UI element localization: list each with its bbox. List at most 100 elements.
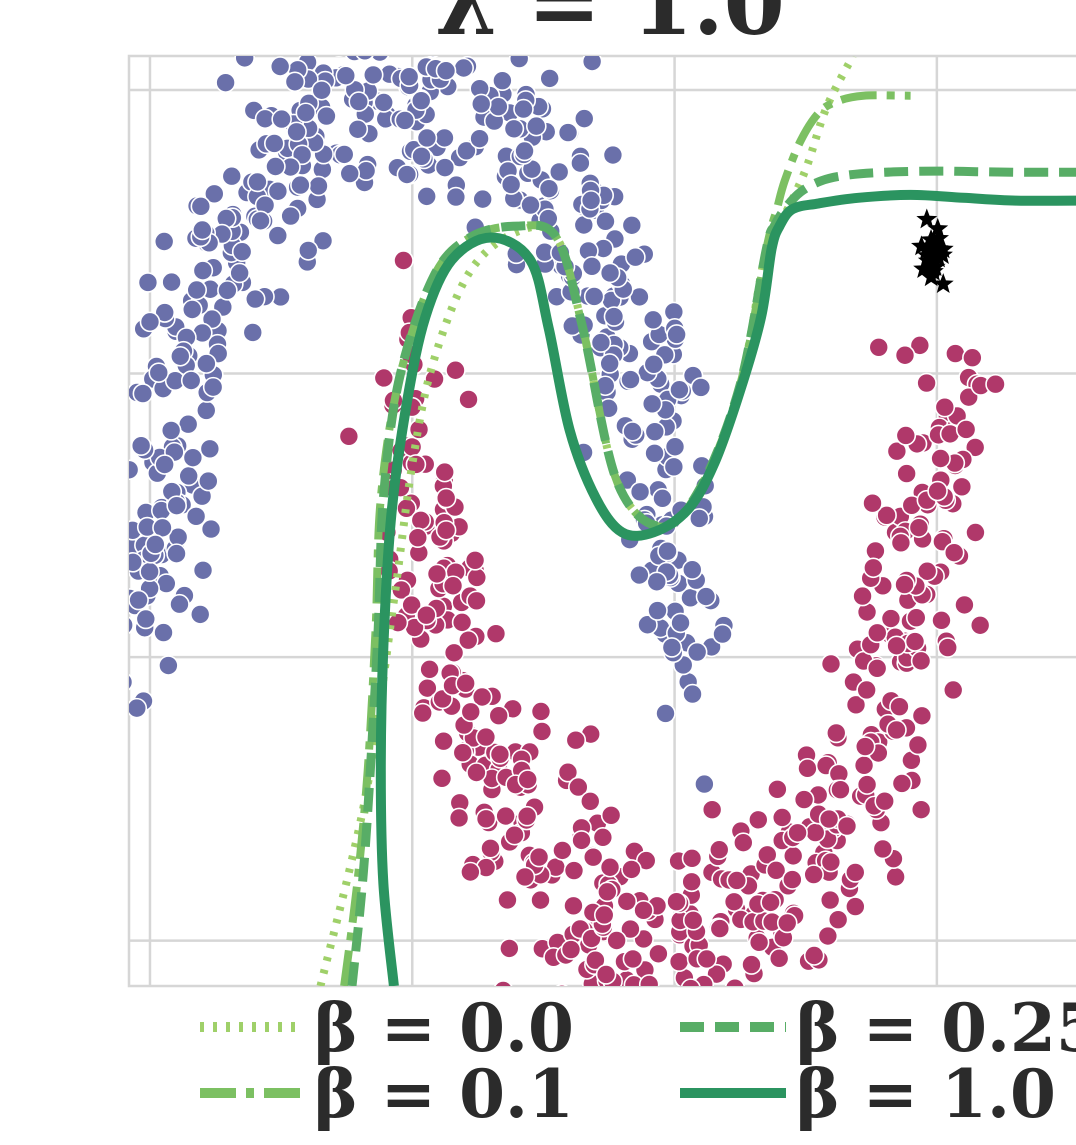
scatter-point-class-0 (666, 324, 687, 345)
scatter-point-class-1 (412, 702, 434, 724)
scatter-point-class-1 (830, 779, 851, 801)
scatter-point-class-1 (445, 359, 466, 381)
scatter-point-class-0 (153, 231, 175, 252)
scatter-point-class-0 (603, 306, 625, 327)
scatter-point-class-0 (308, 175, 329, 197)
scatter-point-class-0 (513, 98, 534, 120)
scatter-point-class-1 (407, 527, 429, 549)
scatter-point-class-0 (250, 210, 271, 232)
scatter-point-class-0 (277, 35, 296, 54)
scatter-point-class-1 (451, 612, 473, 633)
scatter-point-class-0 (196, 353, 217, 374)
scatter-point-class-1 (597, 881, 618, 903)
scatter-point-class-1 (817, 925, 839, 947)
scatter-point-class-1 (499, 938, 520, 959)
target-star-point (920, 229, 942, 249)
scatter-point-class-0 (106, 615, 125, 634)
scatter-point-class-1 (819, 889, 841, 911)
scatter-point-class-1 (905, 607, 927, 629)
scatter-point-class-0 (690, 377, 712, 398)
scatter-point-class-0 (204, 183, 225, 205)
scatter-point-class-1 (886, 440, 908, 462)
legend-label-beta-0-0: β = 0.0 (314, 989, 574, 1067)
scatter-point-class-0 (185, 506, 207, 527)
scatter-point-class-0 (682, 683, 703, 705)
scatter-point-class-1 (517, 769, 539, 790)
decision-boundary-solid-line (375, 189, 1076, 986)
scatter-point-class-1 (965, 522, 986, 543)
scatter-point-class-0 (647, 600, 668, 621)
scatter-point-class-1 (908, 517, 930, 538)
scatter-point-class-0 (548, 161, 570, 183)
scatter-point-class-1 (622, 948, 644, 970)
scatter-point-class-1 (555, 983, 569, 986)
scatter-point-class-1 (927, 480, 948, 502)
scatter-point-class-1 (701, 999, 720, 1018)
scatter-point-class-0 (347, 118, 369, 140)
scatter-point-class-0 (129, 459, 140, 481)
scatter-point-class-1 (391, 579, 412, 601)
decision-boundary-dashed-line (347, 166, 1076, 986)
scatter-point-class-1 (916, 560, 938, 582)
scatter-point-class-1 (458, 389, 479, 410)
target-star-point (928, 227, 949, 248)
scatter-point-class-0 (201, 308, 223, 330)
scatter-point-class-0 (198, 470, 219, 492)
scatter-point-class-0 (217, 280, 238, 301)
scatter-point-class-1 (730, 998, 749, 1017)
scatter-point-class-1 (595, 964, 617, 985)
scatter-point-class-0 (643, 354, 665, 375)
scatter-point-class-1 (585, 949, 606, 971)
scatter-point-class-1 (856, 774, 878, 795)
scatter-point-class-0 (334, 56, 344, 57)
scatter-point-class-0 (269, 56, 291, 77)
scatter-point-class-0 (169, 345, 191, 367)
scatter-point-class-1 (943, 542, 965, 563)
scatter-point-class-1 (443, 642, 465, 664)
scatter-point-class-0 (470, 93, 492, 115)
scatter-point-class-0 (581, 256, 603, 277)
scatter-point-class-1 (434, 461, 456, 483)
scatter-point-class-1 (934, 396, 956, 418)
scatter-point-class-1 (433, 730, 454, 752)
scatter-point-class-0 (190, 196, 212, 217)
scatter-point-class-1 (648, 943, 669, 965)
scatter-point-class-0 (570, 152, 591, 174)
scatter-point-class-1 (681, 871, 702, 893)
scatter-point-class-1 (942, 679, 964, 701)
scatter-point-class-1 (852, 585, 873, 607)
scatter-point-class-1 (825, 722, 847, 744)
scatter-point-class-0 (202, 376, 224, 398)
scatter-point-class-0 (580, 190, 602, 211)
scatter-point-class-1 (680, 978, 701, 986)
scatter-point-class-1 (495, 805, 516, 827)
scatter-point-class-1 (582, 846, 604, 868)
scatter-point-class-1 (530, 889, 551, 911)
scatter-point-class-1 (845, 694, 867, 716)
scatter-point-class-1 (401, 594, 422, 616)
scatter-point-class-0 (244, 288, 266, 310)
scatter-point-class-1 (426, 563, 448, 585)
scatter-point-class-1 (599, 856, 621, 878)
scatter-series-0 (106, 20, 735, 795)
scatter-point-class-0 (394, 110, 416, 131)
scatter-point-class-1 (820, 851, 842, 873)
scatter-point-class-0 (488, 96, 509, 118)
scatter-point-class-0 (625, 246, 646, 268)
scatter-point-class-0 (686, 641, 708, 663)
scatter-point-class-0 (355, 56, 374, 62)
scatter-point-class-0 (154, 302, 176, 323)
scatter-point-class-1 (889, 696, 910, 717)
scatter-point-class-0 (309, 20, 328, 39)
scatter-point-class-1 (768, 948, 790, 969)
scatter-point-class-0 (264, 133, 285, 154)
scatter-point-class-0 (166, 543, 187, 564)
legend-label-beta-0-25: β = 0.25 (796, 989, 1076, 1067)
scatter-point-class-1 (854, 736, 876, 757)
scatter-point-class-0 (135, 608, 157, 630)
scatter-point-class-1 (937, 637, 959, 658)
scatter-point-class-0 (215, 72, 236, 93)
scatter-point-class-0 (500, 174, 522, 195)
scatter-point-class-1 (890, 532, 912, 554)
scatter-point-class-0 (434, 127, 455, 149)
